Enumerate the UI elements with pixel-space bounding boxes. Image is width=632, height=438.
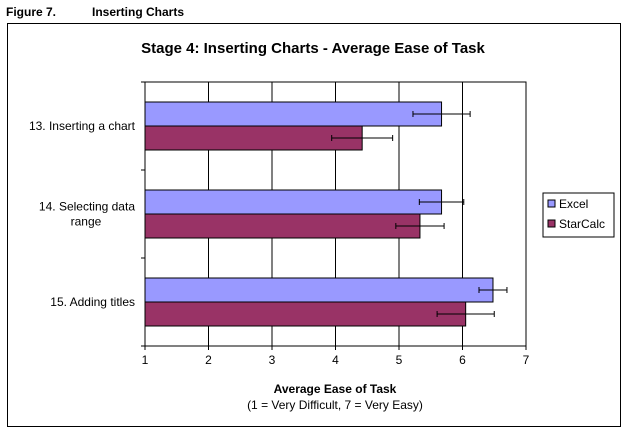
bar-starcalc [144, 213, 421, 239]
bar-excel [144, 189, 443, 215]
legend-label-excel: Excel [559, 197, 588, 211]
x-tick-label: 2 [205, 353, 212, 367]
y-category-label: 13. Inserting a chart [29, 119, 136, 133]
figure-title: Inserting Charts [92, 5, 185, 19]
figure-caption: Figure 7. Inserting Charts [6, 5, 184, 19]
legend-label-starcalc: StarCalc [559, 217, 605, 231]
bar-excel [144, 101, 443, 127]
x-tick-label: 7 [523, 353, 530, 367]
bar-excel [144, 277, 494, 303]
x-axis-title: Average Ease of Task [274, 382, 397, 396]
x-tick-label: 4 [332, 353, 339, 367]
bar-starcalc [144, 125, 363, 151]
x-tick-label: 6 [459, 353, 466, 367]
x-tick-label: 3 [269, 353, 276, 367]
y-category-label: range [71, 215, 102, 229]
x-tick-label: 1 [142, 353, 149, 367]
bar-starcalc [144, 301, 467, 327]
figure-number: Figure 7. [6, 5, 57, 19]
legend-swatch-starcalc [547, 219, 556, 228]
x-axis-subtitle: (1 = Very Difficult, 7 = Very Easy) [247, 398, 423, 412]
legend-swatch-excel [547, 199, 556, 208]
x-tick-label: 5 [396, 353, 403, 367]
y-category-label: 14. Selecting data [39, 200, 135, 214]
chart-title: Stage 4: Inserting Charts - Average Ease… [141, 40, 485, 57]
y-category-label: 15. Adding titles [50, 295, 135, 309]
